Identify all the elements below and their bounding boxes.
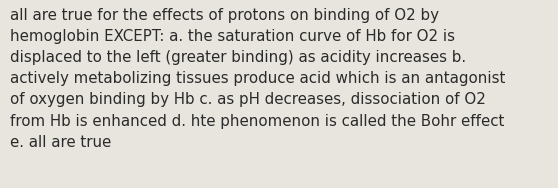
Text: all are true for the effects of protons on binding of O2 by
hemoglobin EXCEPT: a: all are true for the effects of protons …: [10, 8, 506, 150]
